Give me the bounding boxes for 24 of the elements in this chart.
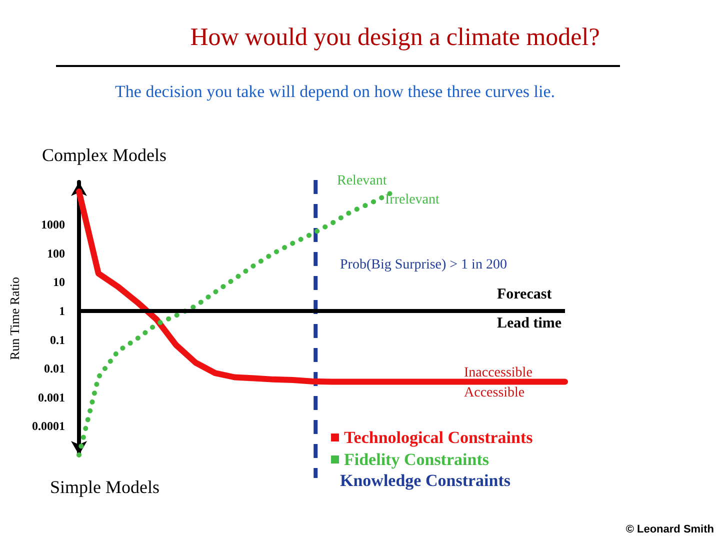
annotation: Prob(Big Surprise) > 1 in 200 [340, 258, 507, 272]
chart-subtitle: The decision you take will depend on how these three curves lie. [115, 82, 555, 101]
annotation: Lead time [497, 316, 562, 332]
legend-label: Fidelity Constraints [344, 450, 490, 469]
y-axis-title: Run Time Ratio [7, 276, 22, 360]
annotation: Irrelevant [385, 192, 440, 208]
annotation: Accessible [464, 386, 525, 400]
y-tick-label: 0.001 [38, 390, 65, 404]
text: Knowledge Constraints [340, 471, 510, 490]
legend-label: Technological Constraints [344, 428, 534, 447]
y-tick-label: 0.01 [44, 362, 65, 376]
chart-title: How would you design a climate model? [190, 24, 600, 51]
annotation: Relevant [337, 174, 387, 188]
y-tick-label: 100 [47, 246, 65, 260]
y-tick-label: 10 [53, 275, 65, 290]
text: Simple Models [50, 477, 160, 497]
y-tick-label: 1 [59, 304, 65, 318]
y-tick-label: 0.1 [50, 332, 65, 347]
annotation: Forecast [497, 286, 552, 302]
annotation: Inaccessible [464, 366, 532, 380]
y-tick-label: 1000 [41, 218, 65, 232]
y-tick-label: 0.0001 [32, 419, 65, 434]
text: © Leonard Smith [626, 524, 714, 536]
text: Complex Models [42, 145, 166, 165]
